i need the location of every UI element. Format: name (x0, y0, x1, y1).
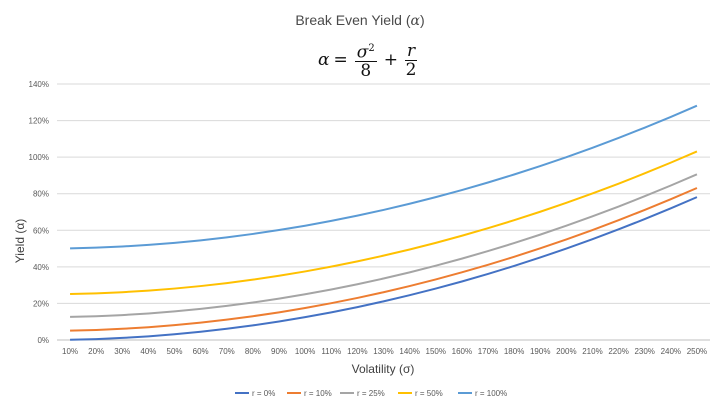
legend-label: r = 25% (357, 389, 385, 398)
legend-label: r = 50% (415, 389, 443, 398)
formula-lhs: α (318, 50, 330, 70)
legend-label: r = 0% (252, 389, 275, 398)
y-tick-label: 140% (29, 80, 49, 89)
y-axis-ticks: 0% 20% 40% 60% 80% 100% 120% 140% (29, 80, 49, 345)
x-tick-label: 50% (167, 347, 183, 356)
formula-sigma: σ (356, 42, 369, 63)
x-tick-label: 20% (88, 347, 104, 356)
y-tick-label: 0% (37, 336, 49, 345)
x-tick-label: 40% (140, 347, 156, 356)
formula-exponent: 2 (368, 42, 375, 54)
x-axis-ticks: 10% 20% 30% 40% 50% 60% 70% 80% 90% 100% 110% 120% 1… (62, 347, 707, 356)
y-tick-label: 100% (29, 153, 49, 162)
x-tick-label: 70% (219, 347, 235, 356)
x-tick-label: 160% (452, 347, 472, 356)
chart-title-close: ) (419, 12, 425, 28)
formula: α = σ2 8 + r 2 (318, 40, 420, 80)
formula-equals: = (333, 50, 348, 70)
chart-title-symbol: α (410, 13, 420, 29)
x-tick-label: 90% (271, 347, 287, 356)
y-tick-label: 80% (33, 190, 49, 199)
series-line (70, 104, 698, 250)
x-tick-label: 100% (295, 347, 315, 356)
series-line (70, 173, 698, 318)
x-tick-label: 220% (608, 347, 628, 356)
x-tick-label: 30% (114, 347, 130, 356)
x-tick-label: 230% (634, 347, 654, 356)
legend: r = 0% r = 10% r = 25% r = 50% r = 100% (235, 389, 507, 398)
formula-fraction-r: r 2 (404, 40, 418, 80)
x-tick-label: 140% (399, 347, 419, 356)
x-tick-label: 190% (530, 347, 550, 356)
x-tick-label: 180% (504, 347, 524, 356)
y-tick-label: 60% (33, 226, 49, 235)
x-tick-label: 120% (347, 347, 367, 356)
y-tick-label: 40% (33, 263, 49, 272)
series-line (70, 187, 698, 332)
chart-title-text: Break Even Yield ( (295, 12, 411, 28)
series-line (70, 150, 698, 296)
formula-frac1-numerator: σ2 (354, 40, 377, 63)
formula-frac1-denominator: 8 (360, 61, 372, 82)
legend-label: r = 10% (304, 389, 332, 398)
formula-plus: + (383, 50, 398, 70)
legend-label: r = 100% (475, 389, 507, 398)
x-tick-label: 200% (556, 347, 576, 356)
y-axis-label: Yield (α) (13, 219, 27, 264)
x-tick-label: 80% (245, 347, 261, 356)
x-tick-label: 150% (426, 347, 446, 356)
y-tick-label: 120% (29, 117, 49, 126)
x-axis-label: Volatility (σ) (352, 362, 415, 376)
x-tick-label: 170% (478, 347, 498, 356)
x-tick-label: 110% (321, 347, 341, 356)
gridlines (57, 83, 710, 341)
y-tick-label: 20% (33, 299, 49, 308)
series-lines (70, 104, 698, 341)
x-tick-label: 60% (193, 347, 209, 356)
x-tick-label: 130% (373, 347, 393, 356)
x-tick-label: 210% (582, 347, 602, 356)
chart-title: Break Even Yield (α) (0, 12, 720, 29)
series-line (70, 196, 698, 341)
formula-fraction-sigma: σ2 8 (354, 40, 377, 82)
x-tick-label: 240% (661, 347, 681, 356)
formula-frac2-denominator: 2 (405, 59, 417, 80)
x-tick-label: 250% (687, 347, 707, 356)
formula-frac2-numerator: r (404, 40, 418, 61)
x-tick-label: 10% (62, 347, 78, 356)
